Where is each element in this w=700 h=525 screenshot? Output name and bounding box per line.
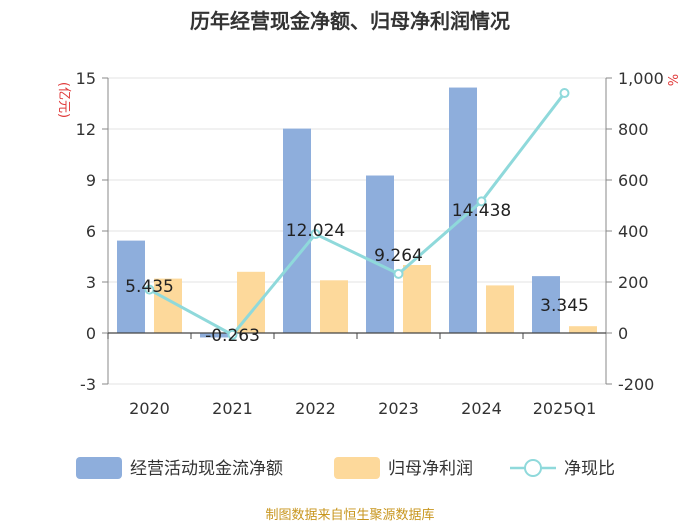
chart-title: 历年经营现金净额、归母净利润情况 — [190, 9, 510, 33]
legend-swatch-cashflow[interactable] — [76, 457, 122, 479]
data-label-2020: 5.435 — [125, 277, 174, 297]
bars — [117, 87, 597, 338]
y-right-tick-label: 800 — [618, 120, 649, 139]
y-right-tick-label: 200 — [618, 273, 649, 292]
y-right-tick-label: -200 — [618, 375, 654, 394]
ratio-line-path — [148, 92, 566, 337]
bar-cashflow-2023 — [366, 175, 394, 333]
bar-cashflow-2021 — [200, 333, 228, 338]
legend-swatch-netprofit[interactable] — [334, 457, 380, 479]
bar-cashflow-2020 — [117, 240, 145, 333]
ratio-point-2024 — [476, 196, 487, 207]
bar-cashflow-2022 — [283, 128, 311, 333]
x-tick-label: 2023 — [378, 399, 419, 418]
x-axis: 2020 2021 2022 2023 2024 2025Q1 — [107, 332, 606, 418]
bar-netprofit-2023 — [403, 265, 431, 333]
y-left-tick-label: 12 — [76, 120, 96, 139]
y-left-tick-label: 3 — [86, 273, 96, 292]
data-label-2021: -0.263 — [205, 326, 260, 346]
ratio-point-2021 — [227, 329, 238, 340]
y-left-tick-label: 6 — [86, 222, 96, 241]
ratio-point-2025Q1 — [559, 88, 570, 99]
legend-label-ratio[interactable]: 净现比 — [564, 459, 615, 479]
y-right-tick-label: 1,000 — [618, 69, 664, 88]
bar-netprofit-2022 — [320, 280, 348, 333]
y-right-tick-label: 0 — [618, 324, 628, 343]
x-tick-label: 2022 — [295, 399, 336, 418]
legend-label-cashflow[interactable]: 经营活动现金流净额 — [130, 459, 283, 479]
ratio-point-2023 — [393, 268, 404, 279]
bar-cashflow-2025Q1 — [532, 276, 560, 333]
data-labels: 5.435 -0.263 12.024 9.264 14.438 3.345 — [125, 201, 589, 346]
source-note: 制图数据来自恒生聚源数据库 — [265, 507, 434, 523]
bar-netprofit-2025Q1 — [569, 326, 597, 333]
data-label-2024: 14.438 — [452, 201, 511, 221]
ratio-point-2020 — [144, 284, 155, 295]
y-left-tick-label: 9 — [86, 171, 96, 190]
ratio-point-2022 — [310, 229, 321, 240]
bar-netprofit-2024 — [486, 285, 514, 333]
x-tick-label: 2024 — [461, 399, 502, 418]
y-right-tick-label: 400 — [618, 222, 649, 241]
y-axis-right: -200 0 200 400 600 800 1,000 — [605, 69, 664, 394]
x-tick-label: 2021 — [212, 399, 253, 418]
y-right-unit: % — [664, 74, 679, 86]
data-label-2025Q1: 3.345 — [540, 296, 589, 316]
x-tick-label: 2020 — [129, 399, 170, 418]
y-axis-left: -3 0 3 6 9 12 15 — [76, 69, 109, 394]
y-left-tick-label: 15 — [76, 69, 96, 88]
y-right-tick-label: 600 — [618, 171, 649, 190]
legend-label-netprofit[interactable]: 归母净利润 — [388, 459, 473, 479]
x-tick-label: 2025Q1 — [533, 399, 597, 418]
legend-marker-ratio[interactable] — [524, 459, 542, 477]
data-label-2023: 9.264 — [374, 246, 423, 266]
data-label-2022: 12.024 — [286, 221, 345, 241]
y-left-tick-label: -3 — [80, 375, 96, 394]
legend[interactable]: 经营活动现金流净额 归母净利润 净现比 — [76, 457, 615, 479]
ratio-line — [144, 88, 570, 340]
y-left-unit: (亿元) — [56, 82, 71, 118]
y-left-tick-label: 0 — [86, 324, 96, 343]
